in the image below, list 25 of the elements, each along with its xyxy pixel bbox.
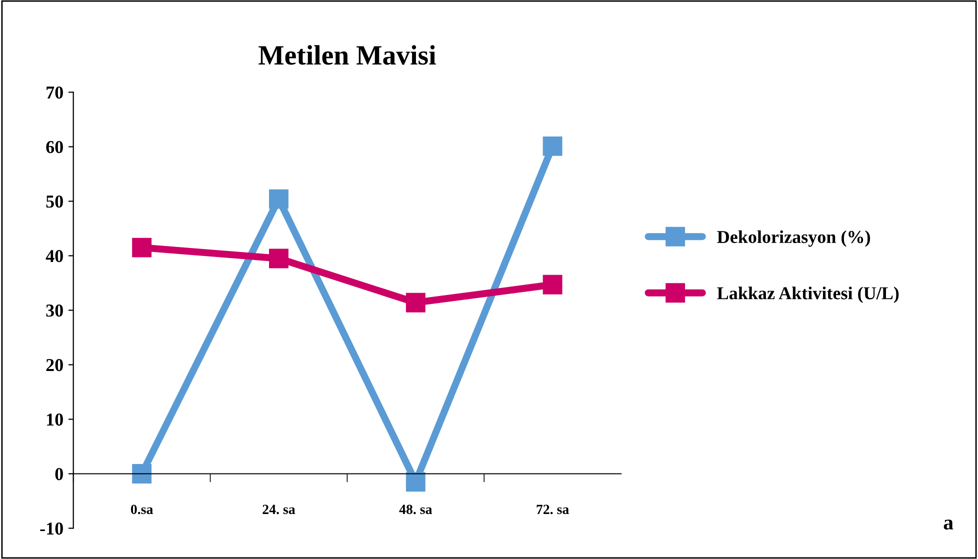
y-tick-label: -10 — [40, 522, 63, 535]
y-tick-label: 10 — [47, 414, 63, 426]
text: a — [944, 520, 954, 530]
point — [132, 238, 152, 258]
x-tick-label: 72. sa — [536, 504, 569, 514]
y-tick-label: 40 — [46, 250, 63, 262]
y-tick-label: 20 — [46, 359, 63, 372]
point — [542, 274, 562, 294]
x-tick-label: 48. sa — [399, 504, 432, 514]
y-tick-label: 30 — [46, 304, 63, 317]
x-tick-label: 24. sa — [262, 504, 296, 514]
point — [269, 248, 288, 268]
point — [406, 292, 426, 312]
y-tick-label: 60 — [46, 140, 63, 154]
legend-label: Dekolorizasyon (%) — [717, 230, 870, 247]
point — [406, 472, 426, 492]
y-tick-label: 0 — [55, 468, 63, 480]
x-tick-label: 0.sa — [130, 504, 153, 514]
point — [269, 189, 288, 209]
point — [132, 464, 152, 484]
y-tick-label: 50 — [46, 195, 63, 208]
legend-label: Lakkaz Aktivitesi (U/L) — [717, 286, 899, 304]
chart-title: Metilen Mavisi — [258, 45, 436, 65]
y-tick-label: 70 — [46, 86, 63, 99]
point — [542, 136, 562, 156]
